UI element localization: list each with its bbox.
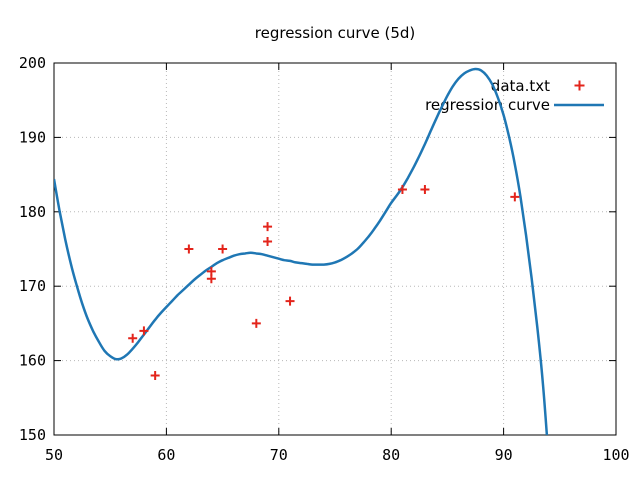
data-point-marker: [285, 296, 295, 306]
line-sample-icon: [550, 102, 608, 108]
data-point-marker: [218, 244, 228, 254]
plot-border: [53, 62, 617, 436]
data-point-marker: [206, 266, 216, 276]
chart-title: regression curve (5d): [254, 24, 416, 42]
x-tick-label: 100: [602, 446, 629, 464]
y-tick-label: 160: [19, 352, 46, 370]
plus-marker-icon-glyph: [574, 80, 584, 91]
legend-label-data: data.txt: [490, 76, 550, 95]
data-point-marker: [420, 184, 430, 194]
data-point-marker: [128, 333, 138, 343]
data-point-marker: [263, 237, 273, 247]
data-point-marker: [139, 326, 149, 336]
legend-entry-curve: regression curve: [425, 95, 608, 114]
y-tick-label: 170: [19, 277, 46, 295]
legend-label-curve: regression curve: [425, 95, 550, 114]
x-tick-label: 50: [45, 446, 63, 464]
legend: data.txt regression curve: [425, 76, 608, 114]
y-tick-label: 180: [19, 203, 46, 221]
line-sample-icon-glyph: [554, 103, 604, 106]
legend-entry-data: data.txt: [425, 76, 608, 95]
regression-curve-path: [54, 67, 549, 435]
x-tick-label: 60: [157, 446, 175, 464]
x-tick-label: 80: [382, 446, 400, 464]
data-point-marker: [397, 184, 407, 194]
data-point-marker: [184, 244, 194, 254]
y-tick-label: 200: [19, 54, 46, 72]
data-point-marker: [510, 192, 520, 202]
x-tick-label: 90: [495, 446, 513, 464]
plus-marker-icon: [550, 79, 608, 92]
data-point-marker: [263, 222, 273, 232]
data-point-marker: [150, 370, 160, 380]
y-tick-label: 150: [19, 426, 46, 444]
x-tick-label: 70: [270, 446, 288, 464]
y-tick-label: 190: [19, 128, 46, 146]
data-point-marker: [251, 318, 261, 328]
